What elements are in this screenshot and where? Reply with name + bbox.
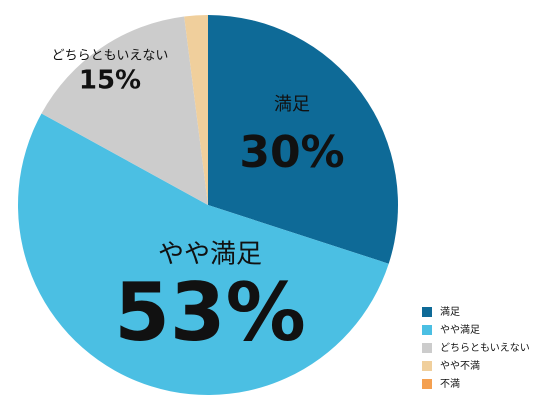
legend-label: どちらともいえない <box>440 342 530 354</box>
slice-value: 30% <box>239 127 344 178</box>
slice-name: 満足 <box>274 94 310 115</box>
slice-value: 53% <box>114 266 305 359</box>
pie-slice <box>184 15 208 205</box>
legend-swatch <box>422 307 432 317</box>
legend-swatch <box>422 325 432 335</box>
legend-label: やや不満 <box>440 360 480 372</box>
slice-value: 15% <box>79 66 141 96</box>
slice-name: どちらともいえない <box>52 49 169 64</box>
pie-slice <box>18 113 389 395</box>
legend-swatch <box>422 361 432 371</box>
pie-slice <box>41 16 208 206</box>
legend-swatch <box>422 343 432 353</box>
slice-name: やや満足 <box>158 240 262 270</box>
legend-label: 不満 <box>440 378 460 390</box>
legend-label: やや満足 <box>440 324 480 336</box>
legend-label: 満足 <box>440 306 460 318</box>
legend-swatch <box>422 379 432 389</box>
pie-slice <box>208 15 398 264</box>
